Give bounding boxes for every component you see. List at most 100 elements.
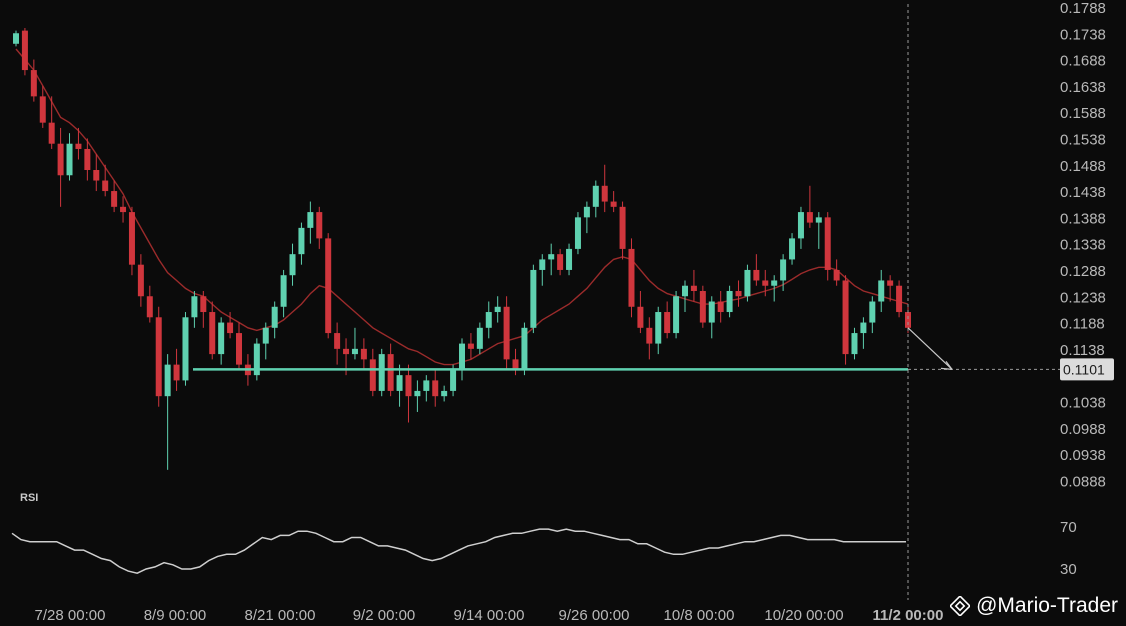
candle-up [423,380,430,391]
candle-up [218,322,225,355]
candle-down [557,254,564,270]
candle-up [450,369,457,391]
candle-down [200,296,207,313]
candle-up [13,33,19,44]
candle-down [360,348,367,360]
price-tick-label: 0.1688 [1060,53,1106,70]
candle-up [583,206,590,218]
candle-up [459,343,465,370]
price-tick-label: 0.1388 [1060,210,1106,227]
candle-up [476,327,483,349]
candle-down [637,306,644,328]
candle-down [325,238,332,334]
candle-down [690,285,697,291]
candle-down [120,206,127,213]
candle-up [744,269,751,297]
time-tick-label: 8/21 00:00 [245,607,316,624]
candle-up [878,280,885,302]
candle-down [93,170,100,181]
candle-up [869,301,876,323]
rsi-label: RSI [20,492,38,504]
candle-down [601,185,608,202]
candle-down [146,296,153,318]
candle-down [762,280,769,286]
price-tick-label: 0.1738 [1060,26,1106,43]
candle-up [298,227,305,255]
candle-down [30,70,37,97]
candle-up [548,254,555,260]
candle-up [271,306,278,328]
candle-up [521,327,528,370]
current-price-label: 0.1101 [1063,361,1105,377]
candle-down [84,148,91,171]
candle-down [102,180,109,192]
price-tick-label: 0.1588 [1060,105,1106,122]
candle-down [227,322,234,334]
candle-down [699,290,706,323]
candle-down [664,312,671,334]
candle-down [316,212,323,239]
candle-down [905,312,911,328]
candles [13,27,911,470]
candle-down [646,327,653,344]
candle-up [860,322,867,334]
candle-up [182,317,189,381]
price-tick-label: 0.1488 [1060,158,1106,175]
candle-up [780,259,787,281]
candle-up [574,217,581,249]
candle-up [797,212,804,239]
candle-up [771,280,778,286]
rsi-tick-label: 70 [1060,519,1077,536]
candle-down [236,333,242,365]
candle-down [806,212,813,223]
candle-up [673,296,680,334]
candle-up [682,285,688,297]
time-tick-label: 7/28 00:00 [35,607,106,624]
candle-down [887,280,894,286]
candle-down [369,359,376,391]
candle-down [717,301,724,313]
candle-up [307,212,314,228]
candle-down [173,364,180,381]
price-tick-label: 0.1788 [1060,0,1106,17]
rsi-axis: 70 30 [1060,519,1077,578]
candle-down [343,348,350,355]
time-tick-label: 8/9 00:00 [144,607,207,624]
price-tick-label: 0.1638 [1060,79,1106,96]
candle-up [655,312,662,344]
price-tick-label: 0.0888 [1060,473,1106,490]
time-tick-label: 10/20 00:00 [764,607,843,624]
candle-up [441,390,448,397]
price-tick-label: 0.0988 [1060,421,1106,438]
candle-down [735,290,742,297]
candle-up [539,259,546,270]
candle-down [75,143,82,149]
candle-up [280,275,287,307]
candle-up [253,343,260,376]
candle-down [753,269,760,281]
candle-up [494,306,501,313]
price-tick-label: 0.1438 [1060,184,1106,201]
current-price-tag: 0.1101 [1060,358,1114,381]
candle-up [485,312,492,328]
candle-down [619,206,626,249]
candle-up [262,327,269,344]
price-tick-label: 0.1188 [1060,316,1105,333]
candle-up [289,254,296,276]
candle-up [815,217,822,223]
binance-logo-icon [950,596,971,616]
candle-down [111,191,118,207]
time-tick-label-current: 11/2 00:00 [873,607,944,624]
candle-down [896,285,903,313]
candle-down [503,306,510,360]
candle-up [191,296,198,318]
candle-down [405,375,412,397]
price-tick-label: 0.1138 [1060,342,1105,359]
candle-down [387,354,394,391]
price-tick-label: 0.1238 [1060,289,1106,306]
candle-down [128,212,135,265]
candle-down [432,380,439,397]
candle-up [726,290,733,313]
candle-down [467,343,474,349]
